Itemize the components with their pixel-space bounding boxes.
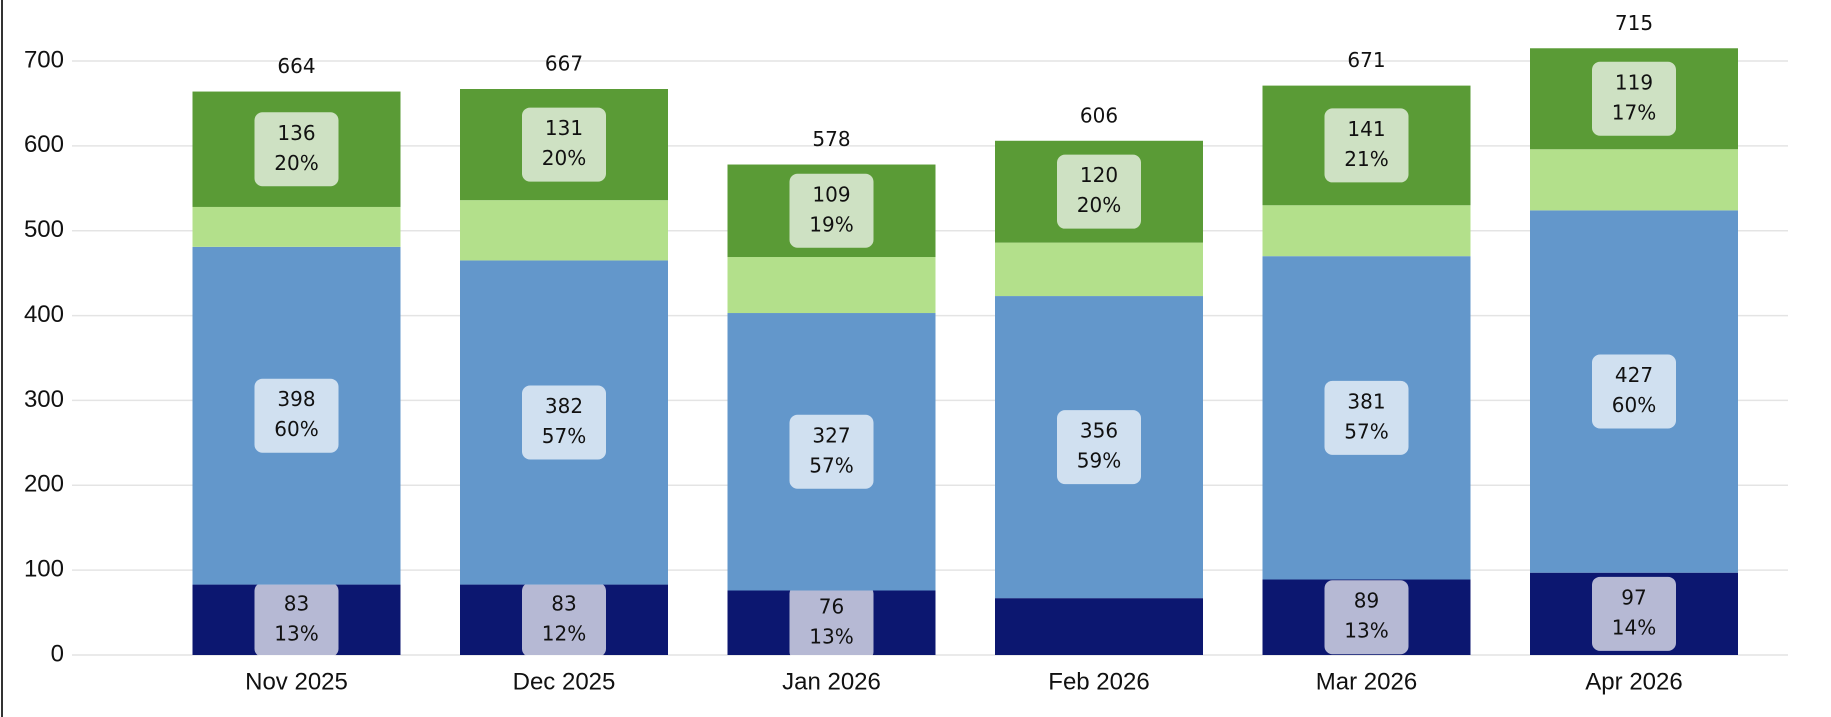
- label-box: [522, 107, 606, 182]
- data-label: 97: [1621, 585, 1646, 609]
- bar-segment: [1530, 149, 1738, 211]
- label-box: [1324, 108, 1409, 183]
- data-label: 109: [812, 182, 850, 206]
- data-label: 136: [277, 121, 315, 145]
- y-tick-label: 300: [24, 386, 64, 413]
- data-label: 83: [284, 591, 309, 615]
- data-label: 381: [1347, 389, 1385, 413]
- label-box: [254, 582, 339, 657]
- data-label: 356: [1080, 419, 1118, 443]
- label-box: [789, 173, 874, 248]
- y-tick-label: 500: [24, 216, 64, 243]
- x-tick-label: Jan 2026: [782, 668, 881, 695]
- percent-label: 57%: [1344, 419, 1388, 443]
- label-box: [254, 378, 339, 453]
- total-label: 671: [1347, 48, 1385, 72]
- label-box: [1057, 154, 1141, 229]
- percent-label: 19%: [809, 212, 853, 236]
- data-label: 398: [277, 387, 315, 411]
- percent-label: 20%: [274, 151, 318, 175]
- total-label: 578: [812, 127, 850, 151]
- percent-label: 17%: [1612, 100, 1656, 124]
- bar-segment: [1262, 205, 1471, 257]
- percent-label: 20%: [1077, 193, 1121, 217]
- data-label: 83: [551, 591, 576, 615]
- percent-label: 21%: [1344, 147, 1388, 171]
- label-box: [1057, 410, 1141, 485]
- bar-segment: [995, 242, 1203, 297]
- total-label: 606: [1080, 103, 1118, 127]
- bar-segment: [460, 200, 668, 261]
- x-tick-label: Mar 2026: [1316, 668, 1417, 695]
- x-tick-label: Nov 2025: [245, 668, 348, 695]
- x-tick-label: Dec 2025: [513, 668, 616, 695]
- label-box: [789, 414, 874, 489]
- percent-label: 60%: [274, 417, 318, 441]
- percent-label: 13%: [809, 624, 853, 648]
- bar-segment: [192, 206, 401, 247]
- data-label: 76: [819, 594, 844, 618]
- percent-label: 13%: [1344, 619, 1388, 643]
- data-label: 120: [1080, 163, 1118, 187]
- percent-label: 14%: [1612, 615, 1656, 639]
- y-tick-label: 200: [24, 471, 64, 498]
- percent-label: 12%: [542, 621, 586, 645]
- percent-label: 60%: [1612, 393, 1656, 417]
- total-label: 715: [1615, 11, 1653, 35]
- data-label: 119: [1615, 70, 1653, 94]
- bar-segment: [995, 598, 1203, 655]
- y-tick-label: 100: [24, 555, 64, 582]
- y-tick-label: 700: [24, 46, 64, 73]
- label-box: [522, 582, 606, 657]
- y-tick-label: 600: [24, 131, 64, 158]
- percent-label: 20%: [542, 146, 586, 170]
- percent-label: 13%: [274, 621, 318, 645]
- data-label: 327: [812, 423, 850, 447]
- label-box: [254, 112, 339, 187]
- data-label: 427: [1615, 363, 1653, 387]
- data-label: 131: [545, 116, 583, 140]
- x-tick-label: Feb 2026: [1048, 668, 1149, 695]
- label-box: [1592, 61, 1676, 136]
- percent-label: 57%: [542, 424, 586, 448]
- y-tick-label: 400: [24, 301, 64, 328]
- data-label: 141: [1347, 117, 1385, 141]
- bar-segment: [727, 257, 936, 314]
- y-tick-label: 0: [51, 640, 64, 667]
- label-box: [1324, 380, 1409, 455]
- label-box: [1324, 580, 1409, 655]
- data-label: 89: [1354, 589, 1379, 613]
- percent-label: 59%: [1077, 449, 1121, 473]
- x-tick-label: Apr 2026: [1585, 668, 1682, 695]
- label-box: [1592, 354, 1676, 429]
- label-box: [522, 385, 606, 460]
- percent-label: 57%: [809, 453, 853, 477]
- label-box: [789, 585, 874, 660]
- label-box: [1592, 576, 1676, 651]
- total-label: 664: [277, 54, 315, 78]
- data-label: 382: [545, 394, 583, 418]
- total-label: 667: [545, 52, 583, 76]
